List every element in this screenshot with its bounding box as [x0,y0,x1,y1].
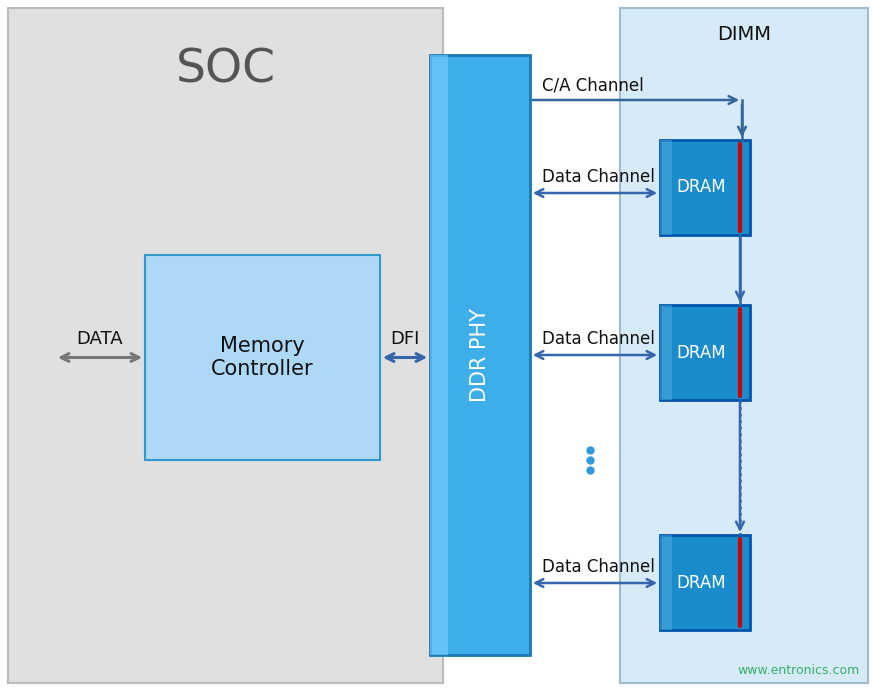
Text: C/A Channel: C/A Channel [542,77,644,95]
Text: DFI: DFI [390,331,420,349]
Bar [660,535,672,630]
Text: Data Channel: Data Channel [542,558,655,576]
FancyBboxPatch shape [145,255,380,460]
FancyBboxPatch shape [660,535,750,630]
Text: Data Channel: Data Channel [542,330,655,348]
Text: www.entronics.com: www.entronics.com [738,664,860,677]
FancyBboxPatch shape [660,140,750,235]
FancyBboxPatch shape [660,305,750,400]
Bar [660,140,672,235]
Text: DRAM: DRAM [676,574,726,592]
FancyBboxPatch shape [8,8,443,683]
Bar [430,55,448,655]
Text: Memory
Controller: Memory Controller [211,336,314,379]
FancyBboxPatch shape [430,55,530,655]
Text: DIMM: DIMM [717,26,771,44]
Text: SOC: SOC [175,48,275,93]
Text: DRAM: DRAM [676,179,726,197]
Text: DATA: DATA [76,331,124,349]
FancyBboxPatch shape [620,8,868,683]
Text: Data Channel: Data Channel [542,168,655,186]
Bar [660,305,672,400]
Text: DRAM: DRAM [676,343,726,361]
Text: DDR PHY: DDR PHY [470,308,490,402]
